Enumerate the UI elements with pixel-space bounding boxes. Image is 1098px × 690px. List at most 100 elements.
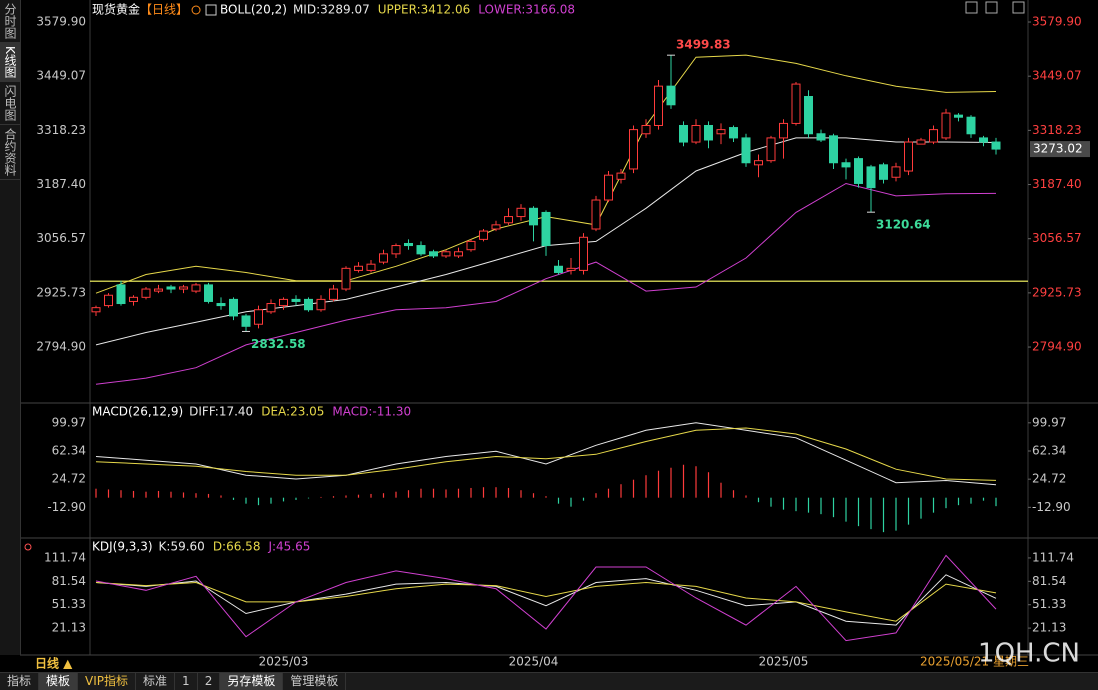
extreme-label: 2832.58	[251, 337, 306, 351]
candle-body	[129, 296, 138, 302]
candle-body	[516, 207, 526, 218]
y-tick-label-right: 2794.90	[1032, 340, 1082, 354]
y-tick-label-right: 3187.40	[1032, 177, 1082, 191]
settings-icon	[205, 4, 217, 16]
last-price-box	[1030, 141, 1090, 158]
header-text: DIFF:17.40	[189, 405, 253, 419]
last-price-label: 3273.02	[1033, 142, 1083, 156]
window-controls[interactable]	[965, 1, 1025, 14]
candle-body	[816, 133, 826, 141]
header-text: 现货黄金	[92, 2, 140, 17]
candle-body	[966, 116, 976, 135]
toolbar-tab[interactable]: 标准	[136, 673, 176, 690]
y-tick-label-left: 3318.23	[36, 123, 86, 137]
candle-body	[266, 303, 276, 313]
sidebar-tab[interactable]: K线图	[0, 43, 20, 82]
toolbar: 指标 模板 VIP指标 标准 1 2 另存模板 管理模板	[0, 672, 1098, 690]
period-button[interactable]: 日线 ▲	[35, 656, 73, 671]
y-tick-label-right: 81.54	[1032, 574, 1066, 588]
indicator-line	[95, 422, 997, 486]
header-text: MID:3289.07	[293, 3, 370, 17]
candle-body	[404, 242, 413, 247]
header-text: J:45.65	[267, 540, 310, 554]
candle-body	[879, 164, 888, 180]
y-tick-label-left: 3056.57	[36, 231, 86, 245]
indicator-line	[95, 182, 997, 385]
indicator-line	[95, 581, 997, 622]
y-tick-label-right: 3318.23	[1032, 123, 1082, 137]
candle-body	[679, 124, 688, 143]
header-text: DEA:23.05	[261, 405, 324, 419]
y-tick-label-right: 24.72	[1032, 472, 1066, 486]
y-tick-label-left: 3579.90	[36, 15, 86, 29]
y-tick-label-right: 2925.73	[1032, 285, 1082, 299]
candle-body	[441, 251, 451, 257]
y-tick-label-right: 3449.07	[1032, 69, 1082, 83]
sidebar-tab[interactable]: 闪电图	[0, 82, 20, 125]
toolbar-tab[interactable]: 2	[198, 673, 221, 690]
chart-canvas: 日线 ▲ 2025/05/21 星期三 1QH.CN 3579.90 3579.9…	[20, 0, 1098, 671]
candle-body	[154, 288, 163, 292]
candle-body	[241, 315, 251, 327]
candle-body	[179, 286, 188, 290]
indicator-line	[95, 574, 997, 626]
y-tick-label-right: 111.74	[1032, 550, 1074, 564]
toolbar-tab[interactable]: 另存模板	[220, 673, 284, 690]
candle-body	[916, 139, 926, 145]
x-tick-label: 2025/04	[509, 655, 559, 669]
candle-body	[979, 137, 988, 143]
y-tick-label-left: 2925.73	[36, 285, 86, 299]
sidebar-tab[interactable]: 分时图	[0, 0, 20, 43]
candle-body	[829, 135, 838, 164]
y-tick-label-left: 111.74	[44, 550, 86, 564]
crosshair-button[interactable]	[965, 1, 978, 14]
candle-body	[766, 137, 776, 162]
cursor-date: 2025/05/21 星期三	[920, 655, 1029, 669]
y-tick-label-left: 21.13	[52, 621, 86, 635]
y-tick-label-right: 51.33	[1032, 597, 1066, 611]
indicator-line	[95, 554, 997, 642]
candle-body	[466, 240, 476, 251]
toolbar-tab[interactable]: 模板	[39, 673, 79, 690]
y-tick-label-right: -12.90	[1032, 500, 1071, 514]
header-text: 【日线】	[140, 3, 188, 17]
y-tick-label-left: 3449.07	[36, 69, 86, 83]
candle-body	[279, 298, 288, 307]
toolbar-tab[interactable]: 管理模板	[283, 673, 347, 690]
header-text: D:66.58	[213, 540, 261, 554]
candle-body	[529, 207, 538, 226]
header-text: MACD(26,12,9)	[92, 405, 183, 419]
toolbar-tab[interactable]: 指标	[0, 673, 40, 690]
candle-body	[991, 141, 1001, 150]
candle-body	[591, 199, 601, 230]
candle-body	[254, 309, 263, 325]
candle-body	[904, 141, 913, 172]
y-tick-label-right: 62.34	[1032, 444, 1066, 458]
candle-body	[579, 236, 588, 271]
y-tick-label-right: 21.13	[1032, 621, 1066, 635]
candle-body	[416, 245, 426, 255]
toolbar-tab[interactable]: VIP指标	[78, 673, 137, 690]
candle-body	[691, 124, 701, 143]
layout-button[interactable]	[985, 1, 998, 14]
maximize-button[interactable]	[1012, 1, 1025, 14]
candle-body	[779, 122, 788, 139]
extreme-label: 3499.83	[676, 38, 731, 52]
candle-body	[379, 253, 388, 263]
candle-body	[391, 245, 401, 255]
candle-body	[491, 224, 501, 230]
header-text: UPPER:3412.06	[378, 3, 470, 17]
candle-body	[366, 263, 376, 271]
toolbar-tab[interactable]: 1	[175, 673, 198, 690]
candle-body	[754, 160, 763, 166]
candle-body	[316, 298, 326, 311]
y-tick-label-right: 99.97	[1032, 415, 1066, 429]
y-tick-label-left: 24.72	[52, 472, 86, 486]
candle-body	[304, 298, 313, 311]
candle-body	[666, 85, 676, 106]
candle-body	[729, 127, 738, 139]
candle-body	[954, 114, 963, 118]
candle-body	[166, 286, 176, 290]
sidebar-tab[interactable]: 合约资料	[0, 125, 20, 180]
x-tick-label: 2025/05	[759, 655, 809, 669]
